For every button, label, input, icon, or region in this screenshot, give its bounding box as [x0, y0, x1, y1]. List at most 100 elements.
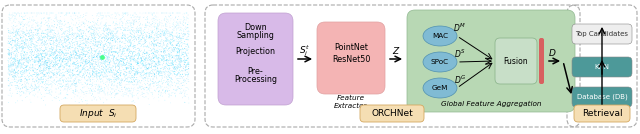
Point: [106, 33, 116, 35]
Point: [141, 58, 151, 60]
Point: [102, 55, 112, 57]
Point: [102, 75, 112, 77]
Point: [132, 82, 142, 84]
Point: [40, 82, 51, 84]
Point: [127, 19, 138, 21]
Point: [39, 43, 49, 45]
Point: [125, 50, 136, 52]
Point: [36, 79, 46, 81]
Point: [117, 46, 127, 48]
Point: [29, 71, 40, 73]
Point: [70, 49, 80, 52]
Point: [166, 57, 177, 59]
Point: [26, 64, 36, 66]
Point: [149, 40, 159, 42]
Point: [93, 19, 103, 22]
Point: [68, 91, 79, 93]
Point: [154, 74, 164, 76]
Point: [126, 50, 136, 52]
Point: [46, 47, 56, 49]
Point: [140, 52, 150, 55]
Point: [179, 59, 189, 62]
Point: [122, 59, 132, 61]
Point: [56, 57, 67, 59]
Point: [17, 90, 27, 93]
Point: [140, 73, 150, 75]
Point: [106, 43, 116, 45]
Point: [17, 94, 27, 96]
Point: [179, 29, 189, 31]
Point: [134, 62, 144, 65]
Point: [63, 68, 74, 70]
Point: [45, 38, 55, 40]
Point: [36, 69, 47, 71]
Point: [161, 36, 171, 38]
Point: [50, 72, 60, 74]
Point: [111, 36, 122, 38]
Point: [46, 40, 56, 42]
Point: [26, 85, 36, 87]
Point: [152, 70, 163, 72]
Point: [72, 36, 83, 38]
Point: [123, 25, 133, 27]
Point: [32, 51, 42, 53]
Point: [157, 76, 167, 78]
Point: [47, 43, 57, 46]
Point: [52, 20, 62, 23]
Point: [182, 49, 192, 51]
Point: [100, 97, 111, 99]
Point: [136, 79, 147, 82]
Point: [45, 72, 55, 74]
Point: [129, 39, 140, 41]
Point: [7, 41, 17, 43]
Point: [44, 23, 54, 25]
Point: [99, 58, 109, 60]
Point: [100, 65, 111, 67]
Point: [28, 78, 38, 81]
Point: [44, 66, 54, 68]
Point: [47, 48, 58, 50]
Point: [100, 51, 110, 53]
Point: [164, 76, 175, 78]
Point: [174, 62, 184, 64]
Point: [17, 47, 28, 49]
Point: [161, 17, 172, 19]
Point: [100, 60, 110, 62]
Point: [129, 22, 139, 24]
Point: [111, 24, 121, 26]
Point: [40, 68, 50, 70]
Point: [153, 16, 163, 18]
Point: [4, 58, 15, 60]
Point: [143, 66, 154, 69]
Point: [66, 77, 76, 79]
Point: [148, 72, 158, 74]
Text: ORCHNet: ORCHNet: [372, 109, 413, 118]
Point: [10, 58, 20, 60]
Point: [139, 16, 149, 18]
Point: [162, 32, 172, 34]
Point: [15, 61, 25, 63]
Point: [173, 39, 184, 41]
Point: [29, 74, 39, 76]
Point: [15, 62, 25, 64]
Point: [173, 72, 184, 74]
Point: [158, 69, 168, 71]
Point: [154, 48, 164, 51]
Point: [10, 40, 20, 42]
Point: [22, 69, 33, 72]
Point: [154, 62, 164, 64]
Point: [43, 17, 53, 19]
Point: [172, 88, 182, 90]
Point: [88, 66, 98, 68]
Point: [78, 63, 88, 65]
Point: [54, 19, 64, 21]
Point: [98, 79, 108, 81]
Point: [63, 83, 73, 85]
Point: [100, 54, 111, 56]
Point: [6, 53, 17, 55]
Point: [28, 87, 38, 89]
Point: [36, 41, 47, 44]
Point: [47, 56, 58, 58]
Point: [13, 58, 23, 60]
Point: [10, 17, 20, 19]
